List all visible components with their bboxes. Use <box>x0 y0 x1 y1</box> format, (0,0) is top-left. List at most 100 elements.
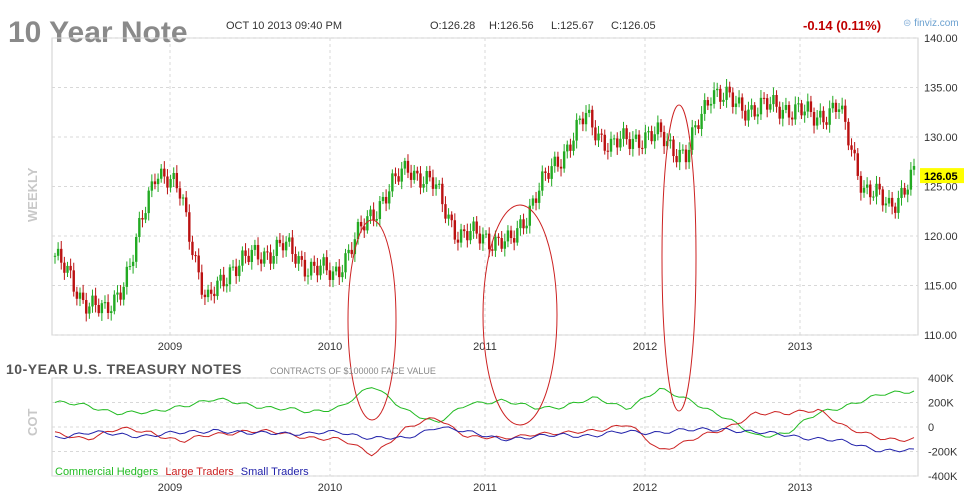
candle-body <box>831 102 834 109</box>
candle-body <box>278 239 282 244</box>
candle-body <box>472 221 475 232</box>
candle-body <box>478 233 482 244</box>
candle-body <box>53 255 57 257</box>
candle-body <box>150 181 154 191</box>
candle-body <box>722 99 725 102</box>
candle-body <box>428 170 432 178</box>
candle-body <box>375 218 378 221</box>
candle-body <box>765 98 769 110</box>
candle-body <box>119 292 122 300</box>
candle-body <box>144 213 147 220</box>
candle-body <box>331 271 335 280</box>
candle-body <box>160 168 163 179</box>
price-y-tick: 120.00 <box>924 231 958 243</box>
candle-body <box>803 111 806 116</box>
candle-body <box>347 249 350 254</box>
candle-body <box>865 184 869 188</box>
candle-body <box>556 156 560 167</box>
candle-body <box>459 229 463 243</box>
candle-body <box>878 183 881 190</box>
candle-body <box>194 255 197 257</box>
candle-body <box>669 139 672 142</box>
candle-body <box>815 117 819 126</box>
candle-body <box>238 265 241 277</box>
candle-body <box>884 203 888 206</box>
cot-series-commercial-hedgers <box>54 387 915 438</box>
datetime-label: OCT 10 2013 09:40 PM <box>226 20 342 32</box>
candle-body <box>790 117 794 120</box>
price-x-tick: 2012 <box>633 341 657 353</box>
candle-body <box>272 255 275 264</box>
candle-body <box>519 219 522 229</box>
candle-body <box>775 95 778 107</box>
candle-body <box>903 187 906 195</box>
candle-body <box>225 284 228 287</box>
candle-body <box>60 248 63 263</box>
annotation-ellipse <box>661 104 697 412</box>
price-candles <box>53 79 916 322</box>
candle-body <box>862 187 866 193</box>
candle-body <box>681 149 685 151</box>
candle-body <box>75 291 79 299</box>
candle-body <box>819 110 822 118</box>
candle-body <box>450 214 453 221</box>
candle-body <box>506 230 510 242</box>
candle-body <box>734 103 738 107</box>
candle-body <box>178 188 182 199</box>
candle-body <box>213 293 216 297</box>
cot-y-tick: 0 <box>928 422 934 434</box>
candle-body <box>890 197 894 207</box>
legend-small-traders: Small Traders <box>240 466 309 478</box>
candle-body <box>72 270 75 292</box>
candle-body <box>509 230 513 239</box>
grid <box>51 37 919 477</box>
last-price-label: 126.05 <box>924 171 958 183</box>
candle-body <box>141 217 144 220</box>
candle-body <box>113 294 116 312</box>
candle-body <box>906 189 909 195</box>
candle-body <box>897 197 900 213</box>
candle-body <box>587 109 591 113</box>
candle-body <box>156 178 160 185</box>
candle-body <box>263 251 266 264</box>
candle-body <box>628 139 631 149</box>
candle-body <box>413 170 416 180</box>
candle-body <box>422 184 425 188</box>
candle-body <box>747 109 750 121</box>
candle-body <box>475 221 478 234</box>
candle-body <box>744 110 747 121</box>
candle-body <box>300 256 303 260</box>
candle-body <box>759 97 763 115</box>
candle-body <box>559 166 563 169</box>
candle-body <box>163 168 166 177</box>
candle-body <box>828 108 831 125</box>
finviz-logo-icon: ⊜ <box>903 18 912 29</box>
candle-body <box>728 86 731 93</box>
candle-body <box>656 122 660 135</box>
candle-body <box>625 128 628 140</box>
candle-body <box>403 160 407 169</box>
candle-body <box>647 131 650 133</box>
candle-body <box>85 300 88 314</box>
candle-body <box>325 257 328 271</box>
candle-body <box>756 114 760 117</box>
candle-body <box>616 138 619 148</box>
candle-body <box>644 132 647 149</box>
high-price: H:126.56 <box>489 20 534 32</box>
cot-panel-subtitle: CONTRACTS OF $100000 FACE VALUE <box>270 366 436 376</box>
candle-body <box>853 149 856 154</box>
brand-link[interactable]: ⊜ finviz.com <box>903 18 959 29</box>
candle-body <box>153 181 157 185</box>
candle-body <box>703 100 706 114</box>
candle-body <box>553 156 556 167</box>
candle-body <box>812 112 816 126</box>
candle-body <box>456 239 460 243</box>
candle-body <box>603 134 606 151</box>
candle-body <box>209 289 213 294</box>
candle-body <box>531 198 535 206</box>
candle-body <box>562 151 566 169</box>
candle-body <box>394 173 397 177</box>
candle-body <box>275 239 278 256</box>
price-y-axis-label: WEEKLY <box>25 167 40 222</box>
candle-body <box>462 229 466 232</box>
